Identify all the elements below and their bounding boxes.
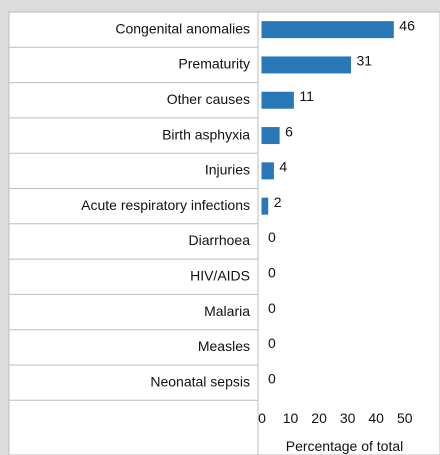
category-label: Injuries [205,162,250,178]
category-label: HIV/AIDS [190,267,250,283]
bar [261,197,269,215]
panel [8,11,440,455]
value-label: 4 [279,159,287,175]
value-label: 0 [268,229,276,245]
category-label: Diarrhoea [189,232,251,248]
category-label: Acute respiratory infections [81,197,250,213]
x-tick-label: 50 [397,410,413,426]
value-label: 46 [399,17,415,33]
x-tick-label: 10 [283,410,299,426]
bar [261,162,274,180]
category-label: Measles [198,338,250,354]
value-label: 0 [268,300,276,316]
value-label: 0 [268,335,276,351]
value-label: 2 [274,194,282,210]
bar [261,127,280,145]
x-tick-label: 20 [311,410,327,426]
value-label: 6 [285,123,293,139]
bar [261,56,351,74]
value-label: 0 [268,264,276,280]
value-label: 0 [268,370,276,386]
category-label: Malaria [204,303,250,319]
category-label: Birth asphyxia [162,126,250,142]
x-tick-label: 40 [368,410,384,426]
bar [261,21,394,39]
value-label: 11 [299,88,314,104]
category-label: Congenital anomalies [115,20,250,36]
x-tick-label: 30 [340,410,356,426]
bar [261,91,294,109]
x-axis-title: Percentage of total [286,438,404,454]
x-tick-label: 0 [258,410,266,426]
category-label: Prematurity [178,56,250,72]
value-label: 31 [356,53,372,69]
category-label: Neonatal sepsis [150,373,250,389]
category-label: Other causes [167,91,250,107]
